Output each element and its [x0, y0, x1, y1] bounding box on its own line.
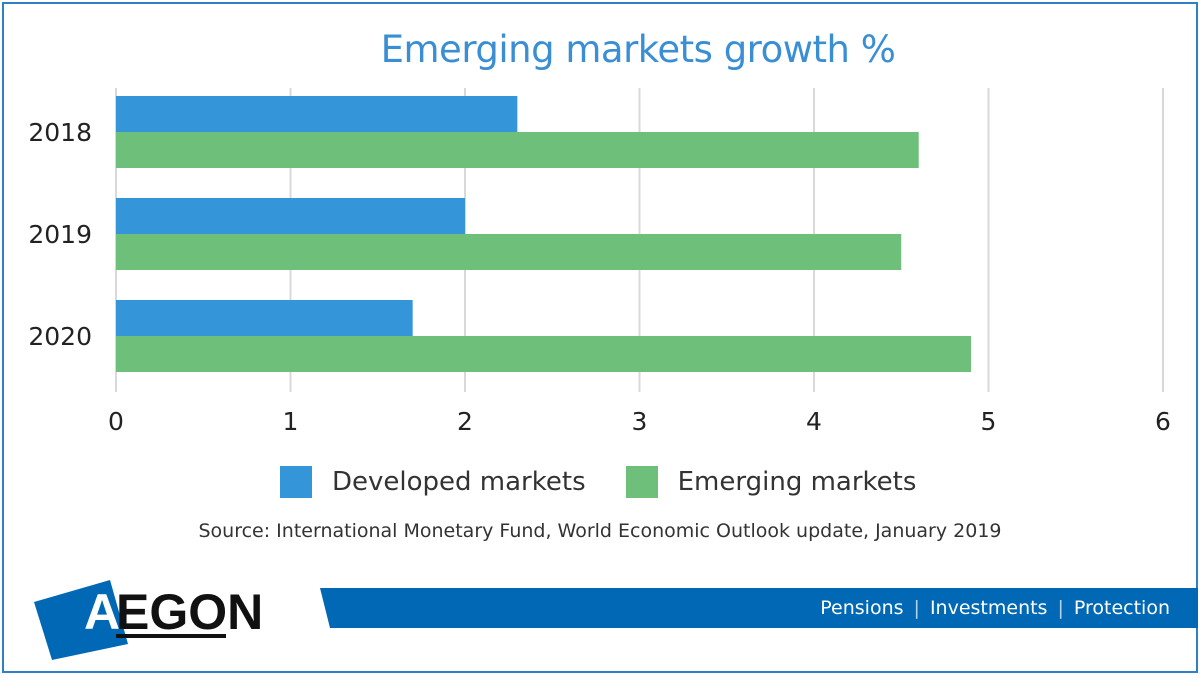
- chart-legend: Developed markets Emerging markets: [280, 462, 956, 502]
- bar: [116, 336, 972, 372]
- bar: [116, 300, 413, 336]
- tagline-protection: Protection: [1073, 597, 1170, 619]
- tagline-pensions: Pensions: [820, 597, 904, 619]
- x-tick-label: 0: [108, 407, 124, 436]
- legend-label-emerging: Emerging markets: [677, 467, 917, 497]
- legend-swatch-developed: [280, 466, 312, 498]
- x-tick-label: 2: [457, 407, 473, 436]
- x-tick-label: 3: [632, 407, 648, 436]
- x-tick-label: 4: [806, 407, 822, 436]
- logo-letter-a: A: [84, 584, 120, 640]
- bar-chart: 0 1 2 3 4 5 6 2018 2019 2020: [28, 88, 1171, 436]
- logo-shape-icon: [34, 580, 128, 660]
- tagline-investments: Investments: [929, 597, 1048, 619]
- legend-item-developed: Developed markets: [280, 466, 586, 498]
- logo-underline: [116, 634, 226, 638]
- brand-tagline: Pensions | Investments | Protection: [820, 594, 1170, 622]
- chart-title: Emerging markets growth %: [380, 28, 896, 71]
- x-tick-label: 6: [1155, 407, 1171, 436]
- y-category-label: 2020: [28, 322, 92, 351]
- bar: [116, 132, 919, 168]
- bar: [116, 198, 465, 234]
- tagline-separator: |: [913, 597, 920, 619]
- legend-label-developed: Developed markets: [332, 467, 586, 497]
- bar: [116, 96, 518, 132]
- tagline-separator: |: [1057, 597, 1064, 619]
- y-category-label: 2018: [28, 118, 92, 147]
- logo-wordmark: EGON: [116, 584, 262, 640]
- x-tick-label: 5: [981, 407, 997, 436]
- y-category-label: 2019: [28, 220, 92, 249]
- aegon-logo: A EGON: [34, 580, 262, 660]
- source-note: Source: International Monetary Fund, Wor…: [198, 520, 1002, 542]
- bar: [116, 234, 902, 270]
- legend-swatch-emerging: [625, 466, 658, 498]
- x-tick-label: 1: [283, 407, 299, 436]
- footer-band: [320, 588, 1198, 628]
- legend-item-emerging: Emerging markets: [625, 466, 917, 498]
